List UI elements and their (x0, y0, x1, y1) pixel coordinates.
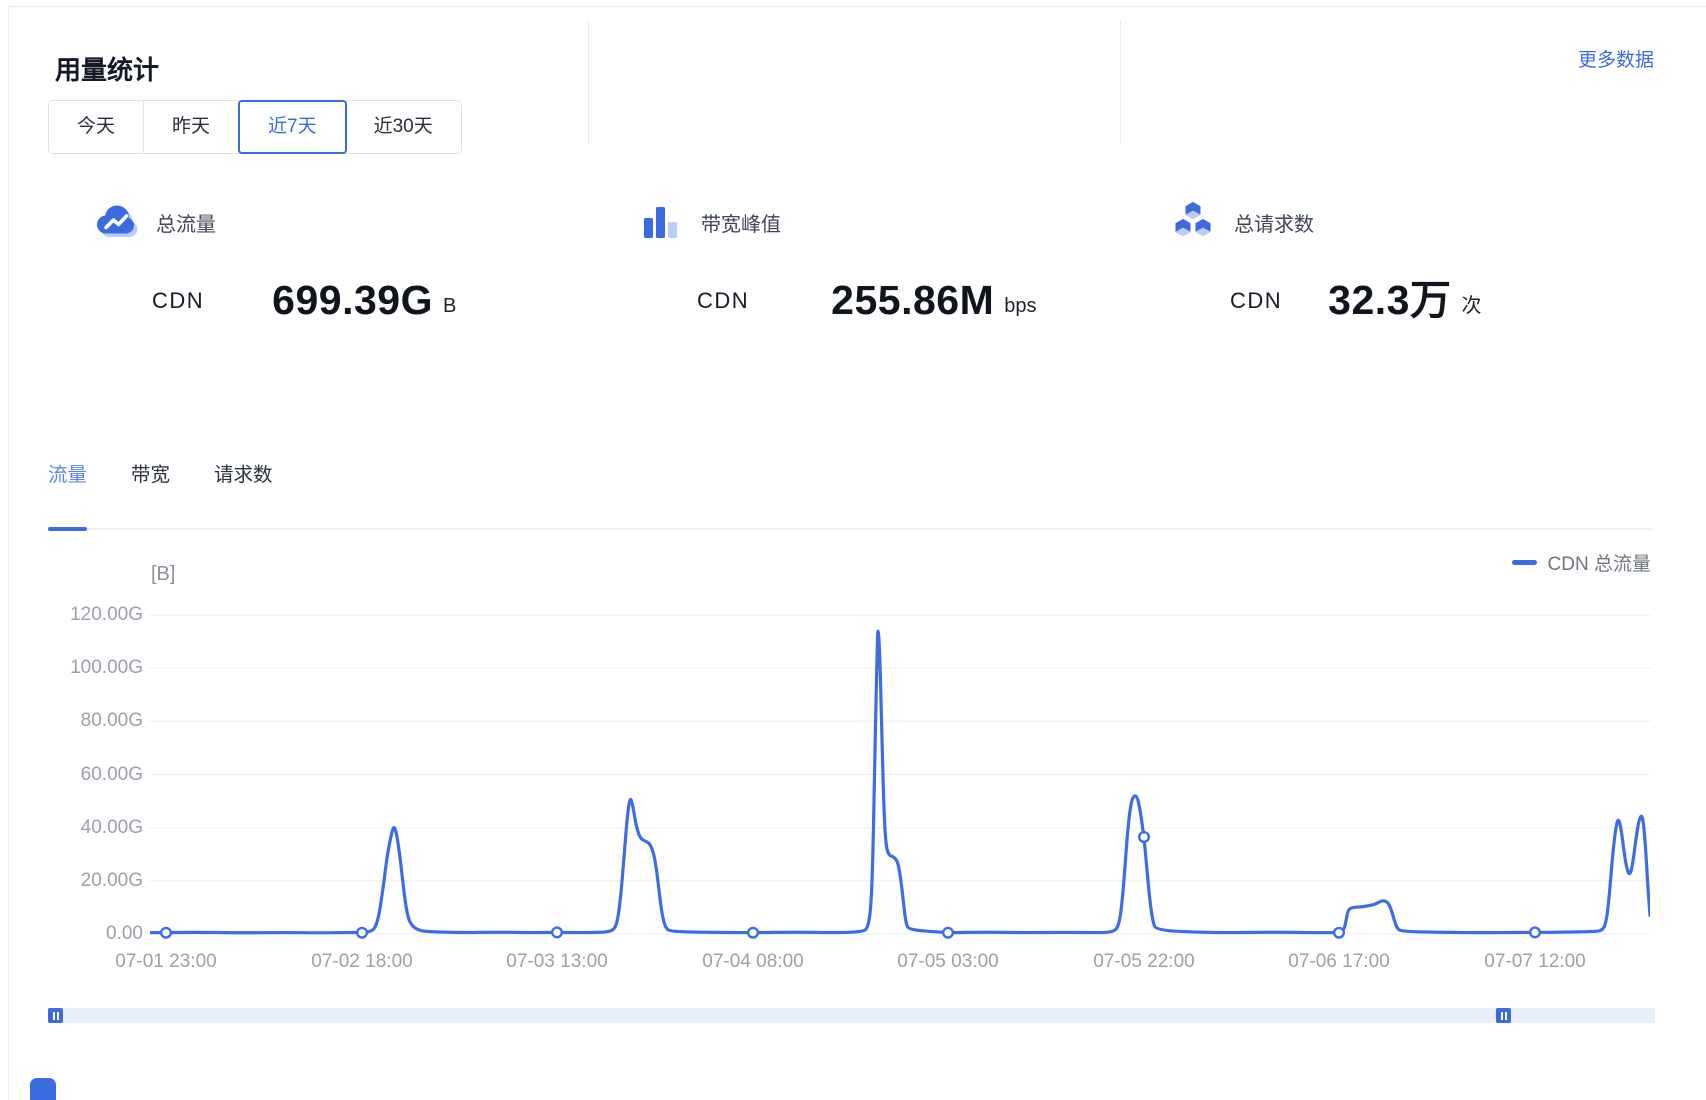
legend-line-marker-icon (1511, 560, 1537, 565)
metric-tab-bandwidth[interactable]: 带宽 (131, 464, 171, 486)
range-tab-yesterday[interactable]: 昨天 (144, 101, 240, 153)
x-axis-tick-label: 07-04 08:00 (702, 951, 804, 972)
request-cubes-icon (1170, 199, 1216, 245)
data-point-marker (159, 926, 173, 939)
x-axis-tick-label: 07-06 17:00 (1288, 951, 1390, 972)
traffic-line-chart[interactable] (150, 600, 1650, 960)
y-axis-tick-label: 80.00G (80, 710, 143, 732)
stat-value-unit: 次 (1461, 295, 1482, 317)
cloud-traffic-icon (92, 199, 138, 245)
x-axis-tick-label: 07-07 12:00 (1484, 951, 1586, 972)
stat-label: 带宽峰值 (701, 213, 781, 236)
stat-card-bandwidth-bars: 带宽峰值 CDN 255.86M bps (588, 198, 1120, 348)
stat-value-number: 32.3万 (1328, 277, 1452, 323)
data-point-marker (355, 926, 368, 939)
y-axis-tick-label: 60.00G (80, 763, 143, 785)
stat-value-unit: bps (1004, 295, 1037, 317)
page-title: 用量统计 (55, 55, 160, 86)
y-axis-tick-label: 40.00G (80, 816, 143, 838)
stat-product-name: CDN (697, 288, 750, 313)
panel-border-top (8, 6, 1706, 7)
chart-metric-tabs: 流量 带宽 请求数 (48, 458, 273, 487)
bandwidth-bars-icon (637, 199, 683, 245)
x-axis-tick-label: 07-02 18:00 (311, 951, 413, 972)
metric-active-underline (48, 527, 87, 531)
x-axis-tick-label: 07-05 22:00 (1093, 951, 1195, 972)
chart-legend: CDN 总流量 (1511, 549, 1651, 576)
stat-divider (588, 20, 589, 144)
metric-tab-requests[interactable]: 请求数 (214, 464, 273, 486)
y-axis-tick-label: 100.00G (70, 657, 143, 679)
legend-label: CDN 总流量 (1547, 554, 1651, 575)
y-axis-tick-label: 120.00G (70, 604, 143, 625)
data-point-marker (551, 926, 564, 939)
y-axis-tick-label: 20.00G (80, 869, 143, 891)
legend-item[interactable]: CDN 总流量 (1511, 549, 1651, 576)
stat-value-number: 699.39G (272, 277, 433, 323)
x-axis-tick-label: 07-03 13:00 (506, 951, 608, 972)
stat-card-cloud-traffic: 总流量 CDN 699.39G B (50, 198, 588, 348)
datazoom-handle-left-icon[interactable] (48, 1008, 63, 1023)
metric-tab-traffic[interactable]: 流量 (48, 464, 88, 486)
data-point-marker (747, 926, 760, 939)
data-point-marker (942, 926, 955, 939)
stat-card-request-cubes: 总请求数 CDN 32.3万次 (1120, 198, 1655, 348)
stat-label: 总流量 (156, 213, 216, 236)
floating-widget[interactable] (30, 1078, 56, 1100)
datazoom-track[interactable] (48, 1008, 1655, 1023)
range-tab-today[interactable]: 今天 (49, 101, 145, 153)
stat-product-name: CDN (1230, 288, 1283, 313)
date-range-tabs: 今天 昨天 近7天 近30天 (48, 100, 462, 154)
axis-unit-label: [B] (151, 563, 176, 585)
x-axis-tick-label: 07-01 23:00 (115, 951, 217, 972)
stats-summary-row: 总流量 CDN 699.39G B 带宽峰值 CDN 255.86M bps 总请求数 CDN 32… (50, 198, 1655, 348)
data-point-marker (1138, 830, 1151, 843)
data-point-marker (1332, 926, 1345, 939)
stat-product-name: CDN (152, 288, 205, 313)
stat-value-unit: B (442, 295, 457, 317)
series-line (150, 629, 1650, 935)
stat-value-number: 255.86M (831, 277, 995, 323)
x-axis-tick-label: 07-05 03:00 (897, 951, 999, 972)
stat-divider (1120, 20, 1121, 144)
range-tab-last30days[interactable]: 近30天 (373, 116, 433, 137)
data-point-marker (1528, 926, 1541, 939)
y-axis-tick-label: 0.00 (106, 923, 143, 944)
panel-border-left (8, 6, 9, 1100)
datazoom-handle-right-icon[interactable] (1496, 1008, 1511, 1023)
more-data-link[interactable]: 更多数据 (1577, 50, 1654, 71)
metric-tabbar-border (48, 528, 1652, 530)
range-tab-last7days[interactable]: 近7天 (238, 100, 347, 154)
stat-label: 总请求数 (1234, 213, 1314, 236)
